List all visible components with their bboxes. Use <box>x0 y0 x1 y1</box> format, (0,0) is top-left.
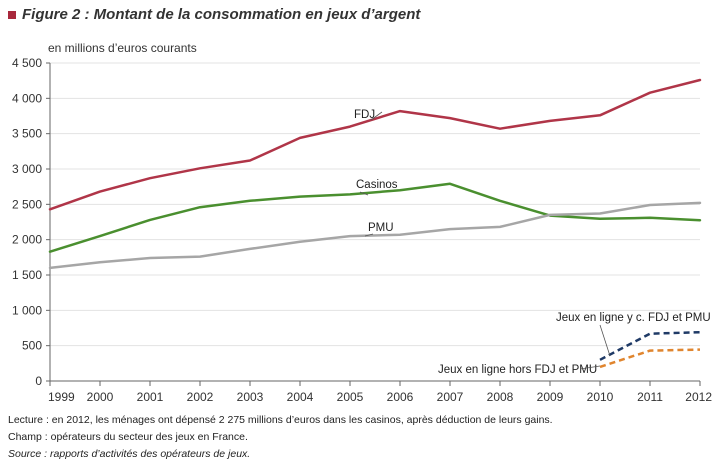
x-tick-label: 2003 <box>237 390 264 404</box>
series-line-casinos <box>48 182 702 253</box>
x-tick-label: 2001 <box>137 390 164 404</box>
x-tick-label: 2005 <box>337 390 364 404</box>
series-line-online_excl <box>599 348 701 369</box>
note-source: Source : rapports d’activités des opérat… <box>8 448 251 460</box>
y-tick-label: 4 000 <box>12 91 42 105</box>
figure-title: Figure 2 : Montant de la consommation en… <box>22 6 421 23</box>
figure-title-row: Figure 2 : Montant de la consommation en… <box>8 6 420 23</box>
series-label-online_excl: Jeux en ligne hors FDJ et PMU <box>438 364 597 376</box>
leader-line-online-incl <box>599 324 611 357</box>
y-tick-label: 500 <box>22 339 42 353</box>
x-tick-label: 2011 <box>637 390 663 404</box>
y-tick-label: 1 500 <box>12 268 42 282</box>
series-line-fdj <box>48 78 702 211</box>
x-tick-label: 2010 <box>587 390 614 404</box>
y-tick-label: 4 500 <box>12 56 42 70</box>
x-tick-label: 2009 <box>537 390 564 404</box>
series-label-pmu: PMU <box>368 222 394 234</box>
note-champ: Champ : opérateurs du secteur des jeux e… <box>8 431 248 443</box>
note-lecture: Lecture : en 2012, les ménages ont dépen… <box>8 414 553 426</box>
x-tick-label: 1999 <box>48 390 75 404</box>
x-tick-label: 2012 <box>685 390 712 404</box>
title-marker <box>8 10 16 19</box>
series-label-casinos: Casinos <box>356 179 398 191</box>
x-tick-label: 2000 <box>87 390 114 404</box>
series-line-pmu <box>48 201 702 270</box>
y-tick-label: 3 500 <box>12 127 42 141</box>
line-chart: 0 500 1 000 1 500 2 000 2 500 3 000 3 500 4 000 4… <box>12 56 712 404</box>
y-tick-label: 3 000 <box>12 162 42 176</box>
x-tick-label: 2004 <box>287 390 314 404</box>
leader-line-online-excl <box>579 365 601 370</box>
leader-line-casinos <box>359 191 369 196</box>
y-tick-label: 2 000 <box>12 233 42 247</box>
unit-label: en millions d’euros courants <box>48 41 197 55</box>
x-tick-label: 2007 <box>437 390 464 404</box>
series-label-fdj: FDJ <box>354 109 375 121</box>
x-tick-label: 2006 <box>387 390 414 404</box>
leader-line-pmu <box>364 233 374 237</box>
y-tick-label: 1 000 <box>12 303 42 317</box>
notes: Lecture : en 2012, les ménages ont dépen… <box>8 412 553 463</box>
y-tick-label: 2 500 <box>12 197 42 211</box>
y-tick-label: 0 <box>35 374 42 388</box>
x-tick-label: 2002 <box>187 390 214 404</box>
x-tick-label: 2008 <box>487 390 514 404</box>
series-label-online_incl: Jeux en ligne y c. FDJ et PMU <box>556 312 711 324</box>
leader-line-fdj <box>370 111 383 121</box>
